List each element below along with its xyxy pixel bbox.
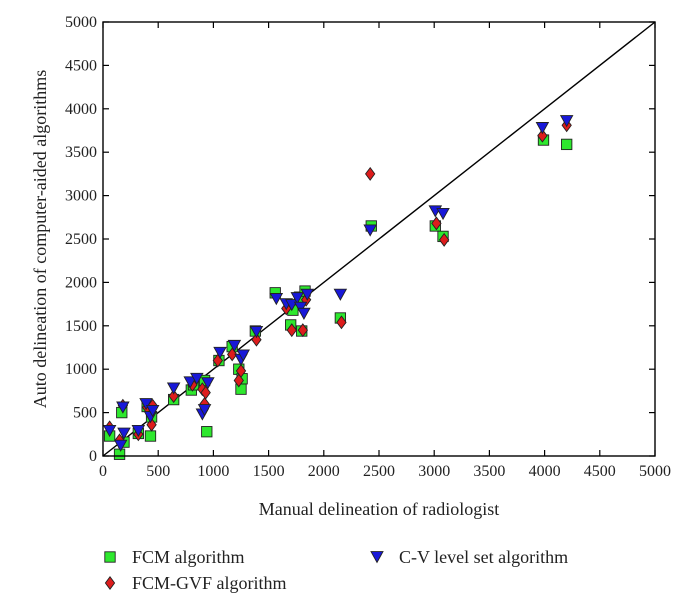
- cv-level-set-point: [436, 207, 450, 221]
- y-tick-label: 500: [73, 405, 97, 422]
- fcm-gvf-point: [365, 166, 376, 181]
- cv-level-set-point: [116, 401, 130, 414]
- fcm-point: [201, 426, 213, 438]
- fcm-point: [561, 138, 573, 151]
- fcm-gvf-point: [537, 128, 548, 143]
- cv-level-set-point: [183, 376, 197, 389]
- x-tick-label: 0: [99, 463, 107, 480]
- fcm-gvf-point: [438, 232, 450, 247]
- y-tick-label: 4000: [65, 101, 97, 118]
- legend-label: FCM algorithm: [132, 547, 245, 567]
- fcm-point: [144, 430, 157, 442]
- cv-level-set-point: [559, 115, 574, 128]
- cv-level-set-point: [117, 427, 131, 440]
- cv-level-set-point: [190, 372, 204, 386]
- x-tick-label: 500: [146, 463, 170, 480]
- fcm-gvf-point: [251, 332, 262, 347]
- cv-level-set-point: [213, 346, 227, 360]
- x-tick-label: 2000: [308, 463, 340, 480]
- cv-level-set-point: [197, 404, 212, 417]
- fcm-gvf-point: [336, 315, 347, 330]
- cv-level-set-point: [113, 439, 128, 452]
- cv-level-set-point: [333, 288, 348, 301]
- legend-marker: [370, 551, 384, 564]
- y-tick-label: 1000: [65, 361, 97, 378]
- x-tick-label: 1000: [197, 463, 229, 480]
- cv-level-set-point: [236, 349, 250, 362]
- fcm-gvf-point: [200, 385, 211, 400]
- cv-level-set-point: [227, 339, 242, 353]
- cv-level-set-point: [249, 326, 264, 339]
- y-tick-label: 5000: [65, 14, 97, 31]
- cv-level-set-point: [139, 398, 153, 411]
- x-tick-label: 1500: [253, 463, 285, 480]
- fcm-gvf-point: [431, 216, 442, 231]
- legend-marker: [104, 576, 116, 590]
- y-tick-label: 4500: [65, 57, 97, 74]
- y-tick-label: 3500: [65, 144, 97, 161]
- x-axis-title: Manual delineation of radiologist: [259, 499, 499, 519]
- y-tick-label: 2000: [65, 274, 97, 291]
- cv-level-set-point: [363, 224, 377, 237]
- cv-level-set-point: [145, 405, 160, 418]
- fcm-point: [235, 383, 247, 395]
- axis-ticks: 0 500 1000 1500 2000 2500 3000 3500 4000 4500 5000…: [65, 14, 671, 480]
- cv-level-set-point: [166, 382, 181, 395]
- legend-label: FCM-GVF algorithm: [132, 573, 287, 593]
- legend: FCM algorithm FCM-GVF algorithm C-V level …: [104, 547, 568, 593]
- legend-marker: [104, 551, 116, 563]
- cv-level-set-point: [102, 424, 117, 438]
- fcm-gvf-point: [235, 363, 247, 378]
- fcm-gvf-point: [286, 323, 297, 338]
- y-tick-label: 2500: [65, 231, 97, 248]
- cv-level-set-point: [300, 288, 315, 301]
- x-tick-label: 3500: [473, 463, 505, 480]
- x-tick-label: 2500: [363, 463, 395, 480]
- fcm-gvf-point: [146, 417, 157, 432]
- x-tick-label: 5000: [639, 463, 671, 480]
- cv-level-set-point: [535, 122, 550, 135]
- x-tick-label: 4500: [584, 463, 616, 480]
- legend-label: C-V level set algorithm: [399, 547, 568, 567]
- cv-level-set-point: [293, 301, 308, 314]
- y-axis-title: Auto delineation of computer-aided algor…: [30, 70, 50, 409]
- fcm-gvf-point: [297, 323, 308, 338]
- x-tick-label: 4000: [529, 463, 561, 480]
- cv-level-set-point: [269, 293, 284, 306]
- y-tick-label: 3000: [65, 188, 97, 205]
- fcm-point: [113, 448, 126, 460]
- fcm-gvf-point: [168, 389, 179, 404]
- x-tick-label: 3000: [418, 463, 450, 480]
- data-points: [102, 115, 574, 460]
- cv-level-set-point: [290, 292, 305, 305]
- cv-level-set-point: [131, 424, 146, 438]
- y-tick-label: 1500: [65, 318, 97, 335]
- y-tick-label: 0: [89, 448, 97, 465]
- cv-level-set-point: [297, 307, 311, 320]
- cv-level-set-point: [201, 377, 215, 390]
